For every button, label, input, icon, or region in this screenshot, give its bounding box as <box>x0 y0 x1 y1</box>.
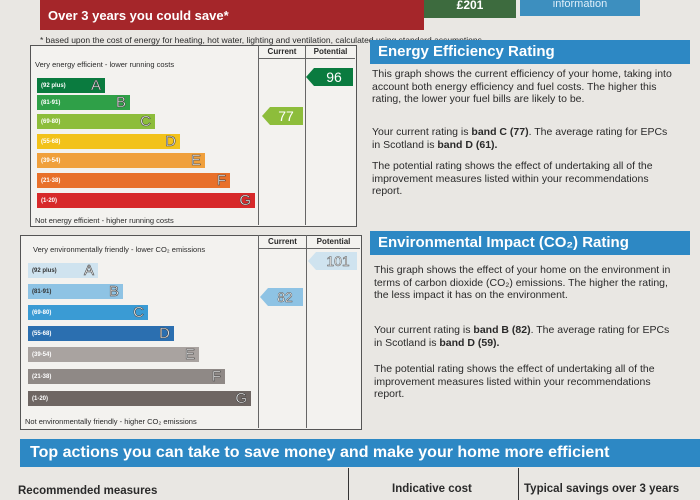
information-tab: information <box>520 0 640 16</box>
environment-potential-rating-text: The potential rating shows the effect of… <box>374 363 674 401</box>
energy-band-a: (92 plus) A <box>37 78 105 93</box>
energy-potential-value: 96 <box>326 69 342 85</box>
environment-band-e: (39-54) E <box>28 347 199 362</box>
recommended-measures-header: Recommended measures <box>18 485 157 497</box>
indicative-cost-header: Indicative cost <box>392 483 472 495</box>
environment-chart-divider <box>258 235 259 428</box>
energy-current-rating-text: Your current rating is band C (77). The … <box>372 126 672 151</box>
environment-current-header: Current <box>259 237 306 246</box>
savings-banner-text: Over 3 years you could save* <box>48 8 229 23</box>
environment-current-rating-text: Your current rating is band B (82). The … <box>374 324 674 349</box>
energy-bottom-label: Not energy efficient - higher running co… <box>35 216 174 225</box>
energy-chart-divider <box>258 45 259 225</box>
energy-top-label: Very energy efficient - lower running co… <box>35 60 174 69</box>
energy-potential-rating-text: The potential rating shows the effect of… <box>372 160 672 198</box>
energy-band-b: (81-91) B <box>37 95 130 110</box>
environment-current-value: 82 <box>277 289 293 305</box>
energy-band-d: (55-68) D <box>37 134 180 149</box>
environment-band-d: (55-68) D <box>28 326 174 341</box>
energy-band-f: (21-38) F <box>37 173 230 188</box>
environment-heading: Environmental Impact (CO₂) Rating <box>370 231 690 255</box>
energy-band-e: (39-54) E <box>37 153 205 168</box>
environment-top-label: Very environmentally friendly - lower CO… <box>33 245 205 254</box>
top-actions-banner: Top actions you can take to save money a… <box>20 439 700 467</box>
environment-band-b: (81-91) B <box>28 284 123 299</box>
energy-current-value: 77 <box>278 108 294 124</box>
environment-current-marker: 82 <box>260 288 304 306</box>
energy-potential-header: Potential <box>306 47 355 56</box>
energy-current-marker: 77 <box>262 107 304 125</box>
environment-chart-divider <box>306 235 307 428</box>
environment-chart-divider <box>258 248 360 249</box>
environment-description: This graph shows the effect of your home… <box>374 264 674 302</box>
energy-potential-marker: 96 <box>306 68 354 86</box>
table-divider <box>348 468 349 500</box>
environment-band-a: (92 plus) A <box>28 263 98 278</box>
environment-band-f: (21-38) F <box>28 369 225 384</box>
environment-potential-value: 101 <box>326 253 350 269</box>
environment-potential-header: Potential <box>307 237 360 246</box>
environment-potential-marker: 101 <box>308 252 358 270</box>
energy-chart-divider <box>258 58 355 59</box>
energy-band-c: (69-80) C <box>37 114 155 129</box>
savings-banner: Over 3 years you could save* <box>40 0 424 30</box>
environment-band-c: (69-80) C <box>28 305 148 320</box>
environment-band-g: (1-20) G <box>28 391 251 406</box>
table-divider <box>518 468 519 500</box>
energy-description: This graph shows the current efficiency … <box>372 68 672 106</box>
energy-band-g: (1-20) G <box>37 193 255 208</box>
energy-current-header: Current <box>259 47 305 56</box>
savings-amount: £201 <box>424 0 516 18</box>
environment-bottom-label: Not environmentally friendly - higher CO… <box>25 417 197 426</box>
energy-heading: Energy Efficiency Rating <box>370 40 690 64</box>
typical-savings-header: Typical savings over 3 years <box>524 483 679 495</box>
